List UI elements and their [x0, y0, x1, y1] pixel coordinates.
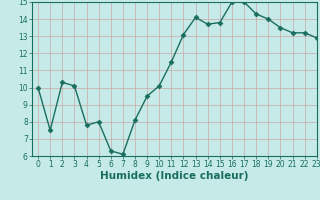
X-axis label: Humidex (Indice chaleur): Humidex (Indice chaleur) [100, 171, 249, 181]
